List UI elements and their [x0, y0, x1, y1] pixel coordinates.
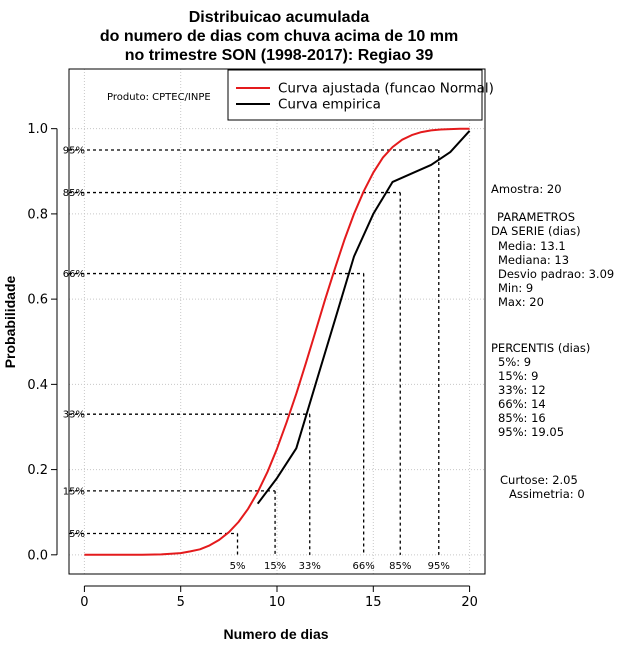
percentil-15: 15%: 9 [498, 369, 538, 383]
chart-title-line-1: Distribuicao acumulada [189, 9, 370, 26]
params-title-1: PARAMETROS [497, 210, 575, 224]
percentile-xlabel-2: 33% [299, 561, 321, 572]
product-label: Produto: CPTEC/INPE [107, 92, 211, 103]
percentile-guides: 5% 5% 15% 15% 33% 33% 66% 66% 85% 85% 95% 95% [63, 145, 450, 572]
param-stddev: Desvio padrao: 3.09 [498, 267, 614, 281]
legend: Curva ajustada (funcao Normal) Curva emp… [227, 69, 494, 121]
series-layer [84, 127, 471, 556]
plot-frame [68, 68, 486, 575]
percentile-xlabel-1: 15% [264, 561, 286, 572]
y-tick-label-0: 0.0 [27, 548, 48, 563]
percentile-ylabel-5: 95% [63, 145, 85, 156]
legend-label-empirical: Curva empirica [278, 97, 381, 113]
percentile-ylabel-0: 5% [69, 529, 85, 540]
percentile-xlabel-0: 5% [230, 561, 246, 572]
legend-label-fitted: Curva ajustada (funcao Normal) [278, 81, 494, 97]
x-tick-label-0: 0 [80, 595, 88, 610]
chart-title-line-2: do numero de dias com chuva acima de 10 … [100, 28, 458, 45]
percentile-ylabel-4: 85% [63, 188, 85, 199]
x-tick-label-1: 5 [177, 595, 185, 610]
x-tick-label-2: 10 [269, 595, 286, 610]
percentile-ylabel-2: 33% [63, 410, 85, 421]
y-tick-label-1: 0.2 [27, 463, 48, 478]
percentil-66: 66%: 14 [498, 397, 546, 411]
percentile-ylabel-1: 15% [63, 486, 85, 497]
skewness: Assimetria: 0 [509, 487, 585, 501]
axes-layer: 0 5 10 15 20 0.0 0.2 0.4 0.6 0.8 1.0 [27, 122, 478, 610]
y-tick-label-2: 0.4 [27, 378, 48, 393]
empirical-curve [256, 130, 471, 505]
grid-layer [69, 69, 485, 574]
sample-size: Amostra: 20 [491, 182, 562, 196]
y-tick-label-3: 0.6 [27, 293, 48, 308]
param-median: Mediana: 13 [498, 253, 569, 267]
stats-panel: Amostra: 20 PARAMETROS DA SERIE (dias) M… [491, 182, 614, 501]
fitted-normal-curve [84, 127, 470, 556]
percentil-33: 33%: 12 [498, 383, 546, 397]
kurtosis: Curtose: 2.05 [500, 473, 578, 487]
percentile-ylabel-3: 66% [63, 269, 85, 280]
chart-title-line-3: no trimestre SON (1998-2017): Regiao 39 [125, 47, 434, 64]
param-mean: Media: 13.1 [498, 239, 566, 253]
percentile-xlabel-4: 85% [389, 561, 411, 572]
percentile-xlabel-3: 66% [353, 561, 375, 572]
param-max: Max: 20 [498, 295, 544, 309]
percentis-title: PERCENTIS (dias) [491, 341, 590, 355]
y-axis-title: Probabilidade [2, 276, 18, 369]
percentil-85: 85%: 16 [498, 411, 546, 425]
y-tick-label-4: 0.8 [27, 207, 48, 222]
x-tick-label-3: 15 [365, 595, 382, 610]
percentile-xlabel-5: 95% [428, 561, 450, 572]
param-min: Min: 9 [498, 281, 533, 295]
legend-box [227, 69, 483, 121]
x-axis-title: Numero de dias [223, 626, 328, 642]
x-tick-label-4: 20 [461, 595, 478, 610]
percentil-95: 95%: 19.05 [498, 425, 564, 439]
params-title-2: DA SERIE (dias) [491, 224, 581, 238]
percentil-5: 5%: 9 [498, 355, 531, 369]
y-tick-label-5: 1.0 [27, 122, 48, 137]
